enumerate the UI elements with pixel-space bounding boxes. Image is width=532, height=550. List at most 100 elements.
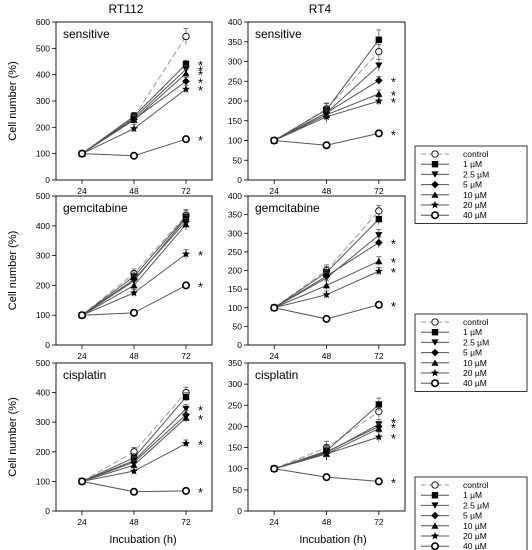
y-tick-label: 300 (36, 251, 50, 261)
panel-rt112-gemcitabine: gemcitabine 0 100 200 300 400 500 24 48 72 Cell nu… (7, 191, 213, 361)
significance-star: * (198, 485, 203, 500)
y-tick-label: 350 (228, 210, 242, 220)
series-5-m (78, 215, 190, 319)
column-title-rt112: RT112 (109, 2, 144, 16)
significance-star: * (198, 63, 203, 78)
panel-title: gemcitabine (63, 201, 128, 215)
series-20-m (270, 96, 383, 144)
column-title-rt4: RT4 (309, 2, 332, 16)
y-tick-label: 100 (228, 136, 242, 146)
y-tick-label: 50 (233, 485, 243, 495)
data-point (322, 449, 331, 458)
y-axis-label: Cell number (%) (7, 61, 19, 140)
series-control (270, 404, 383, 473)
series-line (81, 63, 187, 155)
series-5-m (270, 236, 383, 312)
legend-label: control (463, 149, 489, 159)
legend-marker (431, 511, 439, 520)
data-point (322, 272, 331, 280)
significance-star: * (198, 83, 203, 98)
y-tick-label: 300 (228, 379, 242, 389)
data-point (182, 486, 191, 495)
data-point (374, 129, 383, 138)
legend-label: 40 µM (463, 541, 487, 550)
series-2-5-m (270, 59, 383, 144)
data-point (322, 314, 331, 323)
y-tick-label: 100 (36, 310, 50, 320)
x-tick-label: 48 (129, 517, 139, 527)
y-tick-label: 500 (36, 358, 50, 368)
y-tick-label: 200 (228, 421, 242, 431)
x-tick-label: 72 (181, 517, 191, 527)
legend-label: 10 µM (463, 190, 487, 200)
significance-star: * (198, 248, 203, 263)
data-point (182, 393, 190, 401)
legend-marker (431, 492, 439, 499)
legend-marker (431, 481, 439, 489)
significance-star: * (391, 299, 396, 314)
x-tick-label: 48 (322, 351, 332, 361)
legend-marker (431, 200, 439, 209)
x-tick-label: 24 (77, 351, 87, 361)
data-point (182, 77, 190, 86)
legend-label: 2.5 µM (463, 337, 489, 347)
data-point (130, 466, 138, 475)
legend-marker (431, 531, 439, 540)
x-tick-label: 24 (269, 186, 279, 196)
legend-marker (431, 348, 439, 357)
significance-star: * (391, 420, 396, 435)
y-axis-label: Cell number (%) (7, 397, 19, 476)
data-point (270, 464, 279, 473)
y-tick-label: 150 (228, 443, 242, 453)
legend-marker (431, 522, 439, 529)
series-40-m (78, 477, 191, 496)
y-tick-label: 400 (228, 17, 242, 27)
y-tick-label: 400 (36, 70, 50, 80)
data-point (375, 238, 383, 247)
significance-star: * (391, 431, 396, 446)
data-point (375, 257, 383, 265)
data-point (322, 112, 331, 121)
y-tick-label: 0 (237, 340, 242, 350)
data-point (375, 36, 383, 43)
y-tick-label: 250 (228, 247, 242, 257)
legend-label: 1 µM (463, 327, 482, 337)
data-point (182, 414, 190, 421)
data-point (375, 76, 383, 85)
panel-title: cisplatin (63, 368, 106, 382)
significance-star: * (391, 88, 396, 103)
y-tick-label: 200 (36, 447, 50, 457)
y-axis-label: Cell number (%) (7, 231, 19, 310)
plot-frame (247, 362, 406, 512)
series-20-m (270, 431, 383, 473)
significance-star: * (198, 279, 203, 294)
legend-label: 10 µM (463, 521, 487, 531)
data-point (130, 124, 138, 133)
data-point (130, 308, 139, 317)
y-tick-label: 0 (237, 175, 242, 185)
significance-star: * (391, 475, 396, 490)
y-tick-label: 100 (36, 149, 50, 159)
legend-label: 5 µM (463, 180, 482, 190)
series-1-m (78, 59, 190, 157)
data-point (130, 151, 139, 160)
significance-star: * (391, 127, 396, 142)
legend-marker (431, 180, 439, 189)
legend-marker (431, 359, 439, 366)
legend-label: 10 µM (463, 358, 487, 368)
data-point (182, 439, 190, 447)
y-tick-label: 600 (36, 17, 50, 27)
data-point (322, 141, 331, 150)
data-point (375, 62, 383, 69)
panel-rt4-sensitive: sensitive 0 50 100 150 200 250 300 350 400 24 48 72 *… (228, 17, 406, 196)
legend-marker (431, 339, 439, 346)
data-point (375, 232, 383, 239)
y-tick-label: 300 (228, 57, 242, 67)
panel-rt112-sensitive: sensitive 0 100 200 300 400 500 600 24 48 72 Cell n… (7, 17, 213, 196)
significance-star: * (391, 265, 396, 280)
y-tick-label: 100 (228, 464, 242, 474)
y-tick-label: 250 (228, 400, 242, 410)
series-line (81, 36, 187, 155)
x-tick-label: 72 (374, 517, 384, 527)
